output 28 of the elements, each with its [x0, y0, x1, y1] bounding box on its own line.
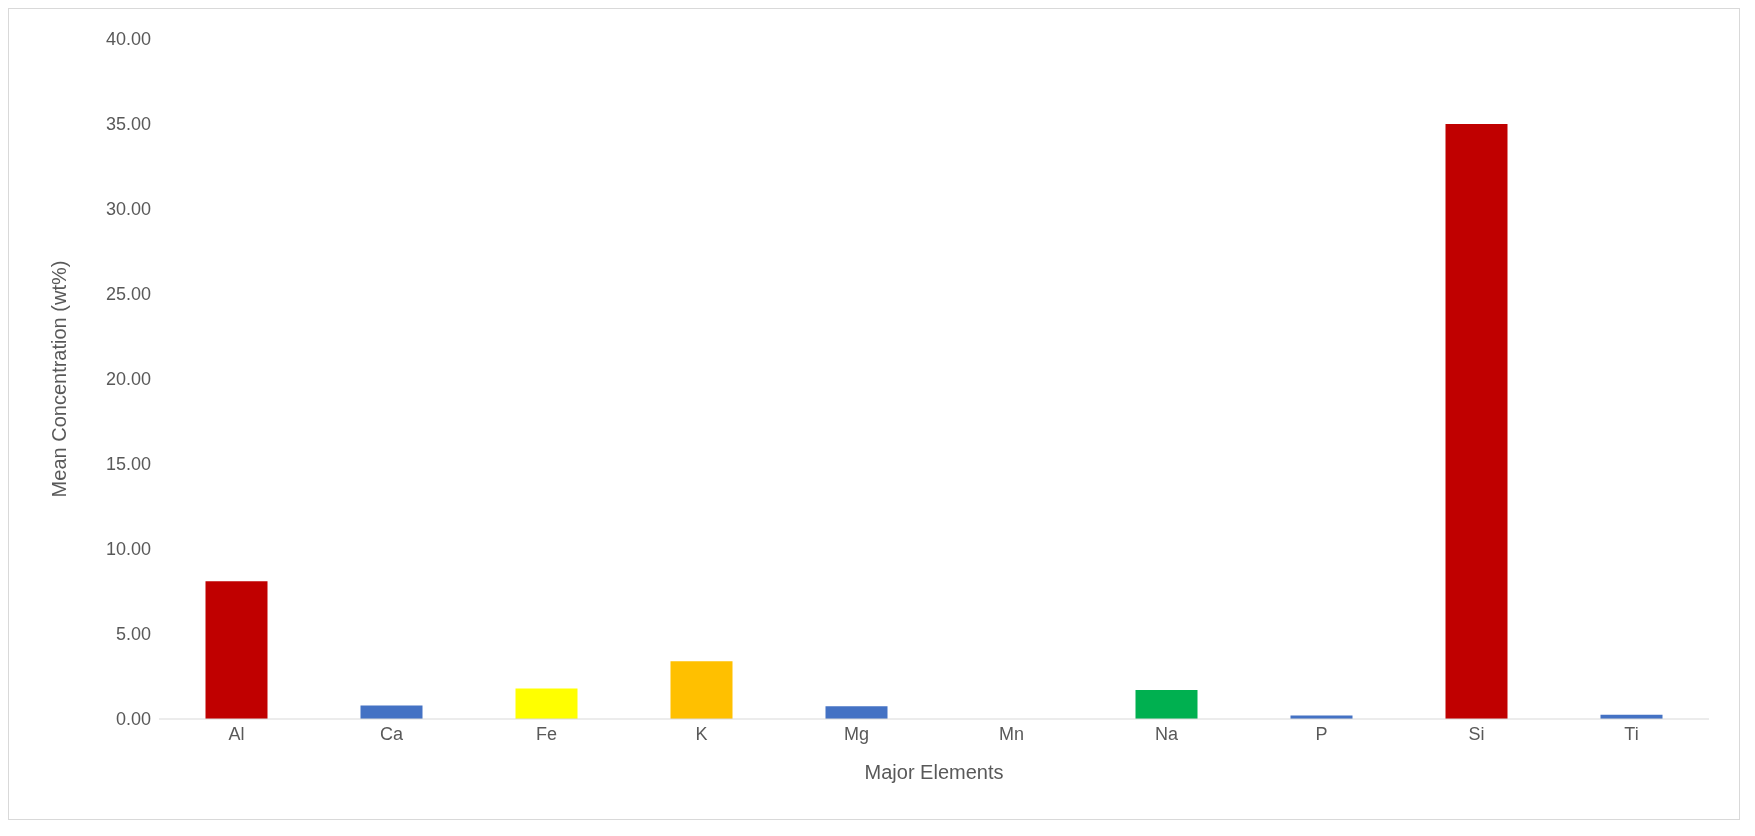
x-tick-label: Ca [379, 723, 404, 744]
bar [670, 661, 733, 719]
y-tick-label: 0.00 [115, 709, 151, 730]
bar [1445, 124, 1508, 719]
y-tick-label: 30.00 [105, 199, 151, 220]
x-tick-label: Si [1468, 723, 1485, 744]
x-tick-label: Fe [535, 723, 558, 744]
x-tick-label: Al [228, 723, 245, 744]
x-tick-label: Ti [1624, 723, 1639, 744]
x-tick-label: P [1315, 723, 1328, 744]
bar [360, 705, 423, 719]
y-tick-label: 5.00 [115, 624, 151, 645]
x-tick-label: Mn [998, 723, 1025, 744]
bar [205, 581, 268, 719]
bar [1135, 690, 1198, 719]
x-tick-label: Mg [843, 723, 870, 744]
y-tick-label: 35.00 [105, 114, 151, 135]
y-tick-label: 40.00 [105, 29, 151, 50]
bar [825, 706, 888, 719]
y-tick-label: 25.00 [105, 284, 151, 305]
y-axis-title: Mean Concentration (wt%) [48, 260, 71, 498]
y-tick-label: 10.00 [105, 539, 151, 560]
x-tick-label: K [695, 723, 708, 744]
y-tick-label: 20.00 [105, 369, 151, 390]
x-tick-label: Na [1154, 723, 1179, 744]
x-axis-title: Major Elements [864, 761, 1004, 783]
y-tick-label: 15.00 [105, 454, 151, 475]
bar [515, 688, 578, 719]
